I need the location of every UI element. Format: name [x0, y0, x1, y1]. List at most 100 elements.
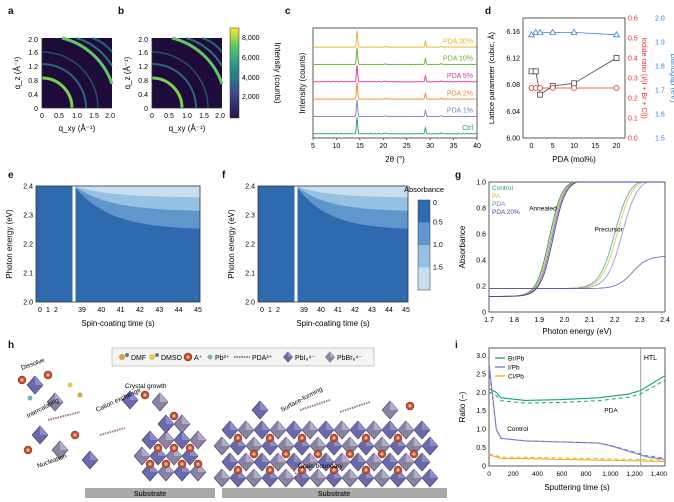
d-frame	[522, 17, 626, 139]
i-legend-2: Cl/Pb	[508, 374, 524, 381]
c-series-label-4: PDA 10%	[443, 56, 473, 63]
d-point-2-3	[549, 28, 557, 35]
d-y3label: Bandgap (eV)	[669, 53, 674, 103]
d-point-0-4	[571, 80, 577, 87]
b-ytick-4: 1.6	[138, 50, 148, 57]
c-xtick-6: 35	[450, 143, 458, 150]
b-xlabel: q_xy (Å⁻¹)	[169, 124, 206, 133]
c-series-label-2: PDA 2%	[447, 90, 473, 97]
b-xtick-0: 0	[150, 113, 154, 120]
a-xtick-2: 1.0	[72, 113, 82, 120]
g-annealed-line-3	[489, 181, 665, 297]
ef-colorbar-tick-1: 0.5	[433, 220, 443, 227]
g-xtick-6: 2.3	[635, 317, 645, 324]
g-annealed-line-2	[489, 181, 665, 297]
e-heat-band-2	[36, 186, 200, 198]
g-ytick-4: 0.8	[476, 206, 486, 213]
i-ytick-0: 0	[482, 464, 486, 471]
panel-f-label: f	[222, 170, 226, 181]
g-ylabel: Absorbance	[458, 225, 467, 268]
d-y2tick-0: 0.0	[628, 136, 638, 143]
i-xtick-6: 1,200	[627, 471, 644, 478]
d-ytick-0: 6.00	[506, 136, 520, 143]
legend-a-cation-icon	[183, 352, 193, 362]
b-ytick-2: 0.8	[138, 78, 148, 85]
i-series-dashed-1	[488, 368, 666, 459]
d-y2label: Iodide ratio (I/(I + Br + Cl))	[640, 37, 647, 118]
a-xtick-1: 0.5	[54, 113, 64, 120]
substrate-left-label: Substrate	[134, 491, 166, 498]
cbar-ab-tick-2: 6,000	[242, 55, 260, 62]
c-xtick-4: 25	[403, 143, 411, 150]
a-ytick-3: 1.2	[28, 64, 38, 71]
e-xtick-1: 1	[46, 307, 50, 314]
right-scene	[213, 399, 439, 488]
g-ytick-3: 0.6	[476, 232, 486, 239]
d-y2tick-2: 0.2	[628, 96, 638, 103]
d-ytick-4: 6.16	[506, 29, 520, 36]
i-series-dashed-0	[488, 379, 666, 404]
note-nucleation: Nucleation	[36, 453, 68, 470]
f-heat-band-2	[258, 186, 408, 198]
legend-dmf-icon	[119, 353, 129, 360]
legend-dmf: DMF	[131, 355, 146, 362]
b-ytick-0: 0	[144, 106, 148, 113]
c-xtick-0: 5	[311, 143, 315, 150]
panel-d-label: d	[485, 6, 492, 17]
panel-i-label: i	[455, 340, 458, 351]
i-ytick-4: 2.0	[476, 390, 486, 397]
d-point-2-1	[532, 28, 540, 35]
i-xtick-2: 400	[532, 471, 543, 478]
f-xtick-2: 2	[276, 307, 280, 314]
c-series-line-5	[313, 30, 477, 48]
legend-pbbr6: PbBr₆⁴⁻	[337, 355, 362, 362]
d-point-0-2	[537, 91, 543, 98]
legend-a-cation: A⁺	[194, 355, 203, 362]
i-xtick-0: 0	[487, 471, 491, 478]
d-xtick-3: 15	[591, 143, 599, 150]
ef-colorbar-seg-0	[418, 200, 430, 223]
d-y2tick-6: 0.6	[628, 16, 638, 23]
c-series-line-3	[312, 65, 477, 83]
substrate-right	[222, 488, 447, 498]
g-legend-3: PDA 20%	[492, 209, 520, 216]
g-xtick-2: 1.9	[534, 317, 544, 324]
d-y2tick-3: 0.3	[628, 76, 638, 83]
f-xtick-8: 44	[385, 307, 393, 314]
i-xlabel: Sputtering time (s)	[544, 483, 610, 492]
d-y2tick-1: 0.1	[628, 116, 638, 123]
note-grain-boundary: Grain boundary	[298, 463, 344, 470]
legend-dmso: DMSO	[161, 355, 183, 362]
b-xtick-2: 1.0	[182, 113, 192, 120]
c-xtick-3: 20	[379, 143, 387, 150]
a-ytick-0: 0	[34, 106, 38, 113]
g-legend-1: PA	[492, 193, 501, 200]
depth-profile-chart: 0 200 400 600 800 1,000 1,200 1,400 0 0.5 1.0 1.5 2.…	[458, 347, 667, 492]
e-xtick-3: 39	[78, 307, 86, 314]
f-xtick-9: 45	[402, 307, 410, 314]
e-frame	[35, 185, 201, 303]
a-ytick-5: 2.0	[28, 37, 38, 44]
note-surface-forming: Surface-forming	[280, 386, 324, 414]
e-ytick-4: 2.4	[23, 184, 33, 191]
g-precursor-line-2	[489, 181, 665, 290]
a-ylabel: q_z (Å⁻¹)	[13, 56, 22, 89]
d-ytick-3: 6.12	[506, 56, 520, 63]
c-xtick-1: 10	[333, 143, 341, 150]
f-xlabel: Spin-coating time (s)	[296, 319, 370, 328]
d-y3tick-1: 1.6	[655, 112, 665, 119]
d-xlabel: PDA (mol%)	[552, 155, 596, 164]
b-xtick-3: 1.5	[199, 113, 209, 120]
i-ytick-6: 3.0	[476, 353, 486, 360]
e-xtick-0: 0	[38, 307, 42, 314]
c-xtick-7: 40	[473, 143, 481, 150]
g-xtick-5: 2.2	[610, 317, 620, 324]
e-ytick-0: 2.0	[23, 300, 33, 307]
absorbance-chart: 1.7 1.8 1.9 2.0 2.1 2.2 2.3 2.4 0 0.2 0.4 0.6 0.8 1.0…	[458, 180, 670, 337]
f-xtick-0: 0	[260, 307, 264, 314]
e-xtick-7: 43	[155, 307, 163, 314]
f-xtick-1: 1	[268, 307, 272, 314]
i-series-line-2	[488, 454, 666, 463]
c-series-label-1: PDA 1%	[447, 108, 473, 115]
c-series-line-0	[312, 117, 477, 135]
